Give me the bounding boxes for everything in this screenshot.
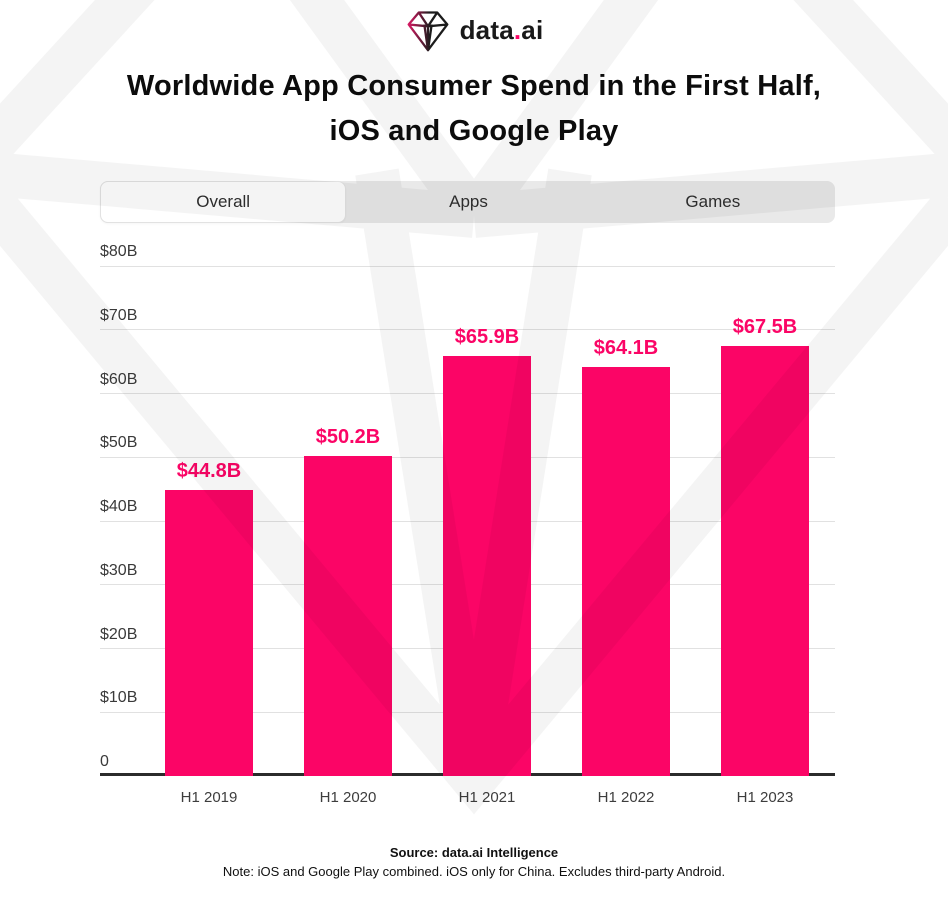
x-tick-label: H1 2019 [180,789,238,806]
bar-chart: $80B $70B $60B $50B $40B $30B $20B $10B 0 $44.8B H… [100,238,835,806]
brand-wordmark-dot: . [513,14,522,45]
bar-h1-2021[interactable] [443,355,531,776]
page-title-line2: iOS and Google Play [329,115,619,147]
y-tick-label: $70B [100,306,138,324]
y-tick-label: $60B [100,370,138,388]
tab-bar: Overall Apps Games [100,181,835,223]
gridline [100,329,835,331]
tab-apps[interactable]: Apps [346,181,590,223]
brand-wordmark: data.ai [460,15,544,46]
x-tick-label: H1 2023 [736,789,794,806]
brand-logo: data.ai [0,4,948,56]
bar-h1-2019[interactable] [165,490,253,776]
chart-footer: Source: data.ai Intelligence Note: iOS a… [0,843,948,881]
brand-wordmark-suffix: ai [521,14,544,45]
tab-apps-label: Apps [449,192,488,211]
gridline [100,265,835,267]
y-tick-label: $30B [100,561,138,579]
page-title: Worldwide App Consumer Spend in the Firs… [0,64,948,154]
y-tick-label: $40B [100,498,138,515]
tab-games-label: Games [685,192,741,211]
page-title-line1: Worldwide App Consumer Spend in the Firs… [126,70,822,102]
y-tick-label: $80B [100,243,138,260]
y-tick-label: $50B [100,434,138,452]
footer-source: Source: data.ai Intelligence [389,845,559,860]
bar-h1-2023[interactable] [721,345,809,776]
footer-note: Note: iOS and Google Play combined. iOS … [222,864,726,879]
y-tick-label: $10B [100,689,138,707]
bar-value-label: $65.9B [454,325,520,348]
bar-value-label: $67.5B [732,315,798,338]
tab-games[interactable]: Games [591,181,835,223]
x-tick-label: H1 2020 [319,789,377,806]
brand-wordmark-prefix: data [459,14,514,45]
bar-h1-2020[interactable] [304,455,392,776]
y-tick-label: $20B [100,625,138,643]
tab-overall-label: Overall [196,192,251,211]
y-tick-label: 0 [100,753,109,770]
bar-h1-2022[interactable] [582,367,670,776]
bar-value-label: $50.2B [315,425,381,448]
dataai-gem-icon [407,11,449,52]
tab-overall[interactable]: Overall [100,181,347,223]
bar-value-label: $44.8B [176,460,242,483]
x-tick-label: H1 2022 [597,789,655,806]
x-tick-label: H1 2021 [458,789,516,806]
bar-value-label: $64.1B [593,337,659,360]
